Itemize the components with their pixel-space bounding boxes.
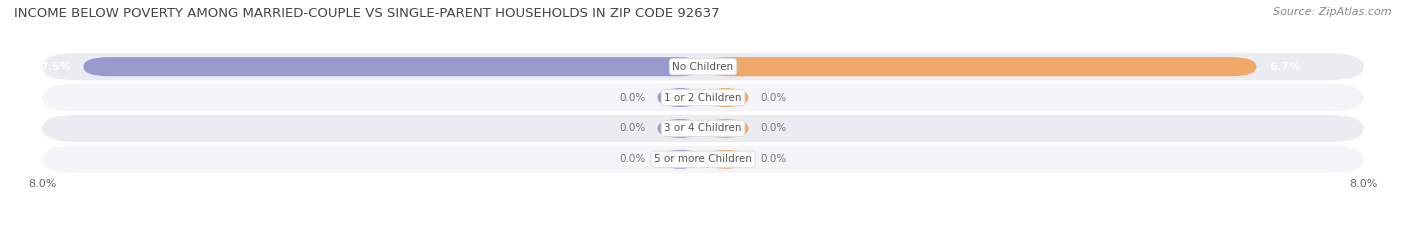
FancyBboxPatch shape <box>83 57 703 76</box>
FancyBboxPatch shape <box>42 84 1364 111</box>
FancyBboxPatch shape <box>42 146 1364 173</box>
Text: INCOME BELOW POVERTY AMONG MARRIED-COUPLE VS SINGLE-PARENT HOUSEHOLDS IN ZIP COD: INCOME BELOW POVERTY AMONG MARRIED-COUPL… <box>14 7 720 20</box>
Text: 7.5%: 7.5% <box>41 62 72 72</box>
FancyBboxPatch shape <box>658 88 703 107</box>
Text: 5 or more Children: 5 or more Children <box>654 154 752 164</box>
Text: 0.0%: 0.0% <box>619 93 645 103</box>
Text: No Children: No Children <box>672 62 734 72</box>
FancyBboxPatch shape <box>703 88 748 107</box>
Text: 0.0%: 0.0% <box>761 93 787 103</box>
Text: 1 or 2 Children: 1 or 2 Children <box>664 93 742 103</box>
FancyBboxPatch shape <box>703 57 1257 76</box>
FancyBboxPatch shape <box>658 119 703 138</box>
Text: 0.0%: 0.0% <box>761 123 787 134</box>
Text: Source: ZipAtlas.com: Source: ZipAtlas.com <box>1274 7 1392 17</box>
FancyBboxPatch shape <box>703 150 748 169</box>
Text: 0.0%: 0.0% <box>619 154 645 164</box>
Text: 3 or 4 Children: 3 or 4 Children <box>664 123 742 134</box>
FancyBboxPatch shape <box>42 53 1364 80</box>
Text: 0.0%: 0.0% <box>619 123 645 134</box>
Text: 0.0%: 0.0% <box>761 154 787 164</box>
FancyBboxPatch shape <box>703 119 748 138</box>
Text: 6.7%: 6.7% <box>1268 62 1299 72</box>
FancyBboxPatch shape <box>658 150 703 169</box>
FancyBboxPatch shape <box>42 115 1364 142</box>
